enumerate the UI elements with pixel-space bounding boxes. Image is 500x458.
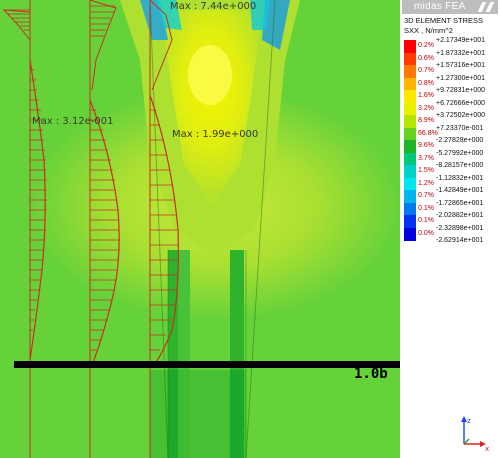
legend-value: -5.27992e+000 <box>436 149 484 157</box>
stress-legend: midas FEA 3D ELEMENT STRESS SXX , N/mm^2… <box>400 0 500 458</box>
legend-percentage: 0.7% <box>418 192 434 199</box>
stress-profile-1 <box>2 9 31 41</box>
legend-swatch <box>404 77 416 91</box>
max-label-left: Max : 3.12e-001 <box>32 116 114 127</box>
legend-value: -8.28157e+000 <box>436 162 484 169</box>
stress-profile-3 <box>149 0 173 91</box>
legend-value: -2.32898e+001 <box>436 224 484 232</box>
brand-label: midas FEA <box>414 1 466 12</box>
color-scale-bar <box>404 40 416 241</box>
legend-percentage: 0.2% <box>418 42 434 49</box>
legend-value: -2.02882e+001 <box>436 212 484 219</box>
stress-profile-6 <box>149 94 179 369</box>
contour-svg <box>2 0 400 458</box>
legend-swatch <box>404 140 416 153</box>
legend-top-value: +2.17349e+001 <box>436 37 486 44</box>
legend-percentage: 3.2% <box>418 104 434 112</box>
legend-percentage: 0.0% <box>418 229 434 237</box>
legend-value: +6.72666e+000 <box>436 99 486 107</box>
legend-swatch <box>404 52 416 66</box>
axis-triad-icon: z x <box>461 416 489 452</box>
legend-percentage: 9.6% <box>418 142 434 149</box>
max-label-top: Max : 7.44e+000 <box>170 1 257 12</box>
legend-units: SXX , N/mm^2 <box>404 26 453 35</box>
legend-swatch <box>404 227 416 241</box>
max-label-middle: Max : 1.99e+000 <box>172 129 259 140</box>
pile-band <box>168 250 178 458</box>
legend-swatch <box>404 40 416 53</box>
legend-swatch <box>404 102 416 116</box>
legend-value: -2.27828e+000 <box>436 137 484 144</box>
legend-swatch <box>404 202 416 216</box>
legend-percentage: 0.8% <box>418 79 434 87</box>
legend-value: -1.72865e+001 <box>436 199 484 207</box>
brand-bar: midas FEA <box>402 0 498 14</box>
legend-value: +7.23370e-001 <box>436 124 484 132</box>
legend-percentage: 66.8% <box>418 129 438 137</box>
legend-value: -1.42849e+001 <box>436 187 484 194</box>
axis-label-z: z <box>467 417 471 425</box>
legend-swatch <box>404 190 416 203</box>
legend-value: +1.27300e+001 <box>436 74 486 82</box>
legend-swatch <box>404 115 416 128</box>
legend-swatch <box>404 152 416 166</box>
compression-zone-right <box>262 0 290 50</box>
axis-label-x: x <box>485 445 489 452</box>
baseline-label: 1.0b <box>354 366 388 382</box>
legend-value: +3.72502e+000 <box>436 112 486 119</box>
legend-value: -2.62914e+001 <box>436 237 484 244</box>
legend-value: -1.12832e+001 <box>436 174 484 182</box>
legend-percentage: 0.6% <box>418 54 434 62</box>
stress-profile-4 <box>29 59 46 361</box>
legend-value: +1.87332e+001 <box>436 49 486 57</box>
legend-percentage: 1.6% <box>418 92 434 99</box>
legend-percentage: 0.7% <box>418 67 434 74</box>
legend-percentage: 3.7% <box>418 154 434 162</box>
legend-swatch <box>404 65 416 78</box>
max-stress-core <box>160 10 262 205</box>
legend-percentage: 8.9% <box>418 117 434 124</box>
legend-value: +1.57316e+001 <box>436 62 486 69</box>
legend-value: +9.72831e+000 <box>436 87 486 94</box>
legend-percentage: 0.1% <box>418 217 434 224</box>
legend-swatch <box>404 177 416 191</box>
legend-percentage: 1.5% <box>418 167 434 174</box>
legend-swatch <box>404 127 416 141</box>
stress-profile-5 <box>89 99 120 366</box>
legend-percentage: 0.1% <box>418 204 434 212</box>
stress-profile-2 <box>89 0 117 91</box>
baseline-bar <box>14 361 400 368</box>
stress-contour-plot[interactable]: Max : 7.44e+000 Max : 3.12e-001 Max : 1.… <box>0 0 400 458</box>
legend-swatch <box>404 165 416 178</box>
legend-title: 3D ELEMENT STRESS <box>404 16 484 25</box>
legend-swatch <box>404 215 416 228</box>
legend-percentage: 1.2% <box>418 179 434 187</box>
legend-swatch <box>404 90 416 103</box>
